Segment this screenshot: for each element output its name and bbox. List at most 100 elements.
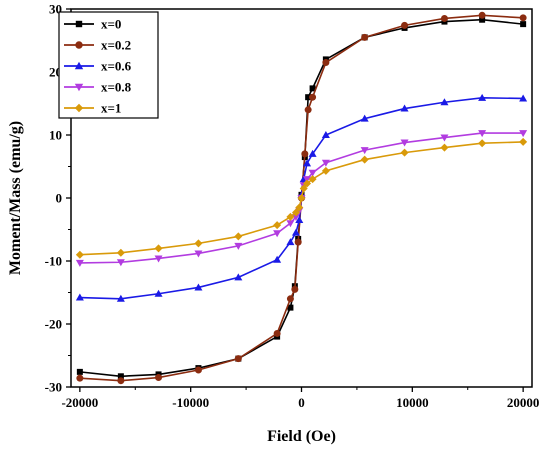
data-point [116,259,125,267]
data-point [75,293,84,301]
y-axis-title: Moment/Mass (emu/g) [7,121,24,275]
data-point [322,59,330,67]
data-point [76,368,83,375]
data-point [234,355,242,363]
data-point [519,94,528,102]
data-point [273,329,281,337]
data-point [308,169,317,177]
data-point [519,130,528,138]
data-point [519,137,528,146]
data-point [291,213,300,221]
y-tick-label: 10 [49,128,62,143]
data-point [234,242,243,250]
legend: x=0 x=0.2 x=0.6 x=0.8 x=1 [58,11,159,119]
data-point [305,94,312,101]
data-point [303,179,312,188]
data-point [303,159,312,167]
data-point [117,373,124,380]
data-point [75,250,84,259]
data-point [309,93,317,101]
data-point [321,131,330,138]
data-point [116,294,125,302]
data-point [361,33,369,41]
data-point [400,148,409,157]
data-point [299,184,308,193]
data-point [440,98,449,106]
data-point [154,289,163,297]
data-point [400,104,409,112]
data-point [295,216,304,224]
data-point [478,130,487,138]
data-point [478,139,487,148]
data-point [479,16,486,23]
data-point [400,139,409,147]
data-point [308,175,317,184]
data-point [301,150,309,158]
data-point [117,377,125,385]
data-point [309,85,316,92]
data-point [286,212,295,221]
data-point [75,20,83,28]
legend-label: x=0.8 [101,80,132,95]
data-point [76,374,84,382]
series-x=1 [75,137,528,259]
data-point [194,283,203,291]
data-point [321,159,330,167]
data-point [360,155,369,164]
data-point [154,255,163,263]
legend-label: x=1 [101,101,121,116]
y-tick-label: -20 [45,317,62,332]
data-point [291,285,299,293]
data-point [155,374,163,382]
x-tick-label: 10000 [396,395,429,410]
data-point [520,21,527,28]
data-point [291,228,300,236]
data-point [74,83,84,92]
data-point [273,230,282,238]
data-point [74,103,84,113]
data-point [297,194,306,202]
y-tick-label: 0 [56,191,63,206]
data-point [519,14,527,22]
data-point [440,14,448,22]
data-point [287,304,294,311]
data-point [286,238,295,246]
data-point [360,114,369,122]
legend-box [58,11,159,119]
data-point [294,238,302,246]
legend-label: x=0.2 [101,38,131,53]
data-point [234,232,243,241]
series-group [75,11,528,385]
data-point [273,221,282,230]
data-point [291,208,300,217]
data-point [154,244,163,253]
y-tick-label: -10 [45,254,62,269]
data-point [295,203,304,212]
data-point [194,366,202,374]
data-point [440,143,449,152]
data-point [194,239,203,248]
data-point [75,259,84,267]
x-tick-label: 0 [298,395,305,410]
x-tick-label: 20000 [507,395,540,410]
data-point [360,147,369,155]
data-point [440,134,449,142]
data-point [273,255,282,263]
data-point [321,166,330,175]
data-point [234,273,243,281]
data-point [286,295,294,303]
x-tick-label: -20000 [61,395,98,410]
y-tick-label: -30 [45,380,62,395]
data-point [116,248,125,257]
data-point [286,220,295,228]
data-point [194,250,203,258]
data-point [308,149,317,157]
data-point [478,93,487,101]
legend-label: x=0 [101,17,121,32]
data-point [478,11,486,19]
data-point [74,61,84,70]
data-point [75,41,83,49]
x-axis-title: Field (Oe) [267,428,336,445]
